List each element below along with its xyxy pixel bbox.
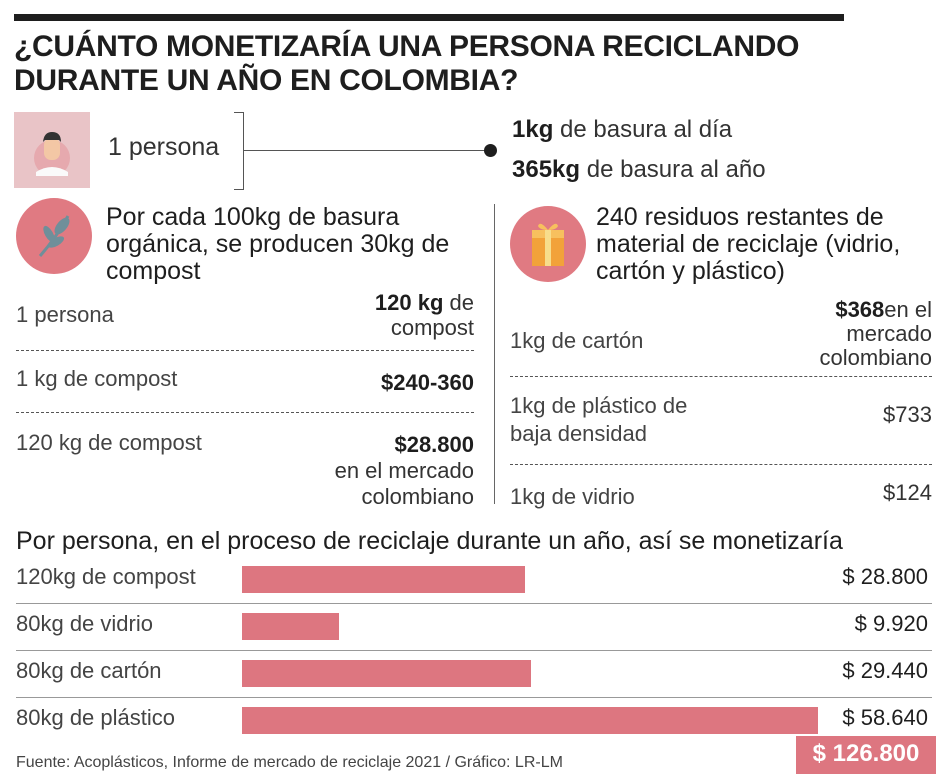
recycling-divider [510, 376, 932, 377]
row-separator [16, 697, 932, 698]
compost-divider [16, 412, 474, 413]
recycling-row-label: 1kg de cartón [510, 328, 644, 353]
bar-value-label: $ 28.800 [842, 564, 928, 589]
recycling-row-value: $368en el mercado colombiano [819, 297, 932, 370]
compost-row-value: $240-360 [381, 370, 474, 395]
bar [242, 707, 818, 734]
leaf-icon [38, 215, 70, 257]
person-label: 1 persona [108, 133, 220, 161]
bar [242, 613, 339, 640]
bar [242, 566, 525, 593]
recycling-row-label: 1kg de vidrio [510, 484, 635, 509]
compost-row-label: 1 persona [16, 302, 114, 327]
recycling-heading: 240 residuos restantes de material de re… [596, 203, 901, 285]
bar [242, 660, 531, 687]
person-icon [34, 132, 70, 176]
bar-value-label: $ 58.640 [842, 705, 928, 730]
connector-dot [484, 144, 497, 157]
page-title: ¿CUÁNTO MONETIZARÍA UNA PERSONA RECICLAN… [14, 30, 800, 97]
chart-title: Por persona, en el proceso de reciclaje … [16, 527, 843, 555]
section-divider [494, 204, 495, 504]
compost-row-value: $28.800 en el mercado colombiano [334, 432, 474, 509]
bar-label: 120kg de compost [16, 564, 196, 589]
source-footer: Fuente: Acoplásticos, Informe de mercado… [16, 754, 563, 771]
box-icon [532, 223, 564, 266]
bar-label: 80kg de plástico [16, 705, 175, 730]
bar-label: 80kg de cartón [16, 658, 162, 683]
bar-label: 80kg de vidrio [16, 611, 153, 636]
row-separator [16, 603, 932, 604]
compost-row-value: 120 kg de compost [374, 290, 474, 340]
compost-divider [16, 350, 474, 351]
yearly-waste: 365kg de basura al año [512, 156, 766, 183]
recycling-divider [510, 464, 932, 465]
recycling-row-label: 1kg de plástico de baja densidad [510, 393, 688, 446]
person-bracket [234, 112, 244, 190]
recycling-row-value: $733 [883, 402, 932, 427]
bar-value-label: $ 9.920 [854, 611, 928, 636]
daily-waste: 1kg de basura al día [512, 116, 733, 143]
bar-chart: 120kg de compost $ 28.800 80kg de vidrio $ … [0, 560, 946, 750]
row-separator [16, 650, 932, 651]
compost-row-label: 120 kg de compost [16, 430, 202, 455]
recycling-row-value: $124 [883, 480, 932, 505]
top-rule [14, 14, 844, 21]
leaf-icon-circle [16, 198, 92, 274]
compost-heading: Por cada 100kg de basura orgánica, se pr… [106, 203, 450, 285]
total-badge: $ 126.800 [796, 736, 936, 774]
compost-row-label: 1 kg de compost [16, 366, 178, 391]
person-icon-box [14, 112, 90, 188]
bar-value-label: $ 29.440 [842, 658, 928, 683]
connector-line [244, 150, 490, 151]
box-icon-circle [510, 206, 586, 282]
